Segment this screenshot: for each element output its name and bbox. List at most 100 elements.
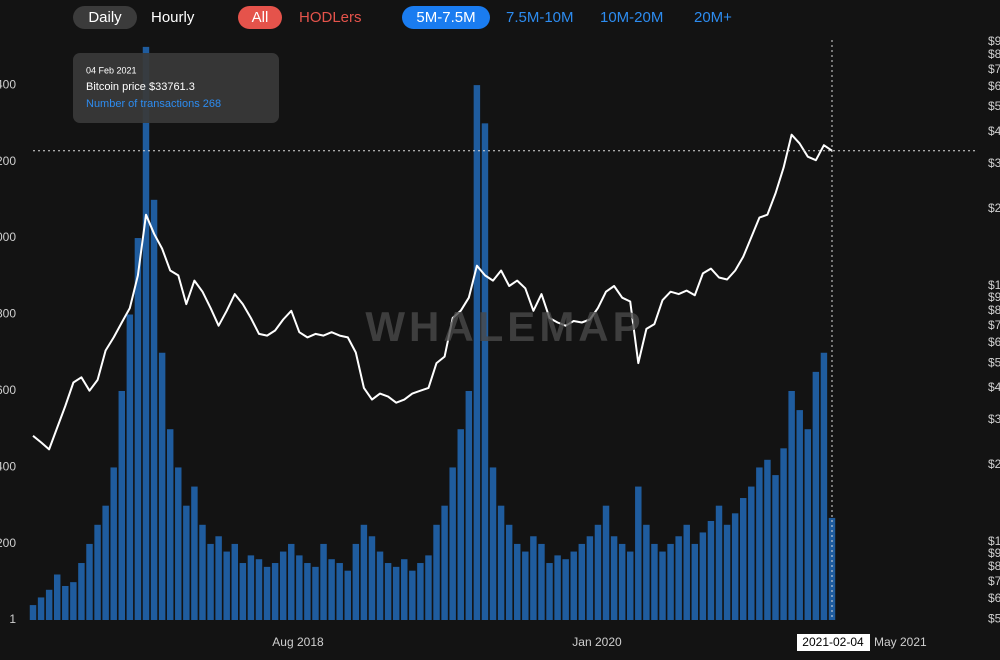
bar bbox=[586, 536, 594, 620]
bar bbox=[627, 551, 634, 620]
bar bbox=[425, 555, 432, 620]
bar bbox=[570, 551, 577, 620]
bar bbox=[538, 543, 545, 620]
size-label[interactable]: 5M-7.5M bbox=[416, 9, 475, 26]
bar bbox=[296, 555, 303, 620]
bar bbox=[618, 543, 626, 620]
y2-tick-label: $7 bbox=[988, 574, 1000, 588]
bar bbox=[53, 574, 61, 620]
bar bbox=[191, 486, 198, 620]
bar bbox=[707, 520, 715, 620]
all-label[interactable]: All bbox=[252, 9, 269, 26]
bar bbox=[602, 505, 610, 620]
y2-tick-label: $8 bbox=[988, 47, 1000, 61]
size-label[interactable]: 20M+ bbox=[694, 9, 732, 26]
bar bbox=[215, 536, 222, 620]
bar bbox=[473, 85, 481, 620]
bar bbox=[239, 563, 247, 620]
bar bbox=[360, 524, 368, 620]
bar bbox=[368, 536, 376, 620]
size-label[interactable]: 7.5M-10M bbox=[506, 9, 574, 26]
bar bbox=[263, 566, 271, 620]
y-tick-label: 200 bbox=[0, 154, 16, 168]
x-tick-label: Jan 2020 bbox=[572, 635, 622, 649]
y2-tick-label: $1 bbox=[988, 278, 1000, 292]
bar bbox=[37, 597, 45, 620]
y2-tick-label: $5 bbox=[988, 99, 1000, 113]
bar bbox=[223, 551, 230, 620]
y-tick-label: 1 bbox=[9, 612, 16, 626]
tooltip-box bbox=[73, 53, 279, 123]
plot: 1200400600800000200400$5$6$7$8$9$1$2$3$4… bbox=[0, 34, 1000, 626]
y2-tick-label: $7 bbox=[988, 62, 1000, 76]
bar bbox=[739, 498, 747, 620]
bar bbox=[748, 486, 755, 620]
y2-tick-label: $2 bbox=[988, 457, 1000, 471]
y2-tick-label: $4 bbox=[988, 380, 1000, 394]
hourly-label[interactable]: Hourly bbox=[151, 9, 195, 26]
bar bbox=[328, 559, 335, 620]
bar bbox=[142, 46, 150, 620]
bar bbox=[497, 505, 505, 620]
daily-label[interactable]: Daily bbox=[88, 9, 122, 26]
bar bbox=[796, 410, 803, 620]
y2-tick-label: $3 bbox=[988, 156, 1000, 170]
bar bbox=[651, 543, 658, 620]
bar bbox=[433, 524, 440, 620]
bar bbox=[530, 536, 537, 620]
bar bbox=[699, 532, 707, 620]
y-tick-label: 000 bbox=[0, 230, 16, 244]
size-label[interactable]: 10M-20M bbox=[600, 9, 663, 26]
bar bbox=[562, 559, 569, 620]
y2-tick-label: $9 bbox=[988, 290, 1000, 304]
daily-button[interactable] bbox=[73, 6, 137, 29]
bar bbox=[578, 543, 586, 620]
bar bbox=[715, 505, 723, 620]
bar bbox=[199, 524, 206, 620]
x-tick-label: Aug 2018 bbox=[272, 635, 324, 649]
bar bbox=[288, 543, 295, 620]
bar bbox=[522, 551, 529, 620]
tooltip-date: 04 Feb 2021 bbox=[86, 65, 137, 75]
bar bbox=[635, 486, 642, 620]
y2-tick-label: $5 bbox=[988, 611, 1000, 625]
bar bbox=[659, 551, 666, 620]
tooltip-price: Bitcoin price $33761.3 bbox=[86, 81, 195, 93]
bar bbox=[384, 563, 392, 620]
y2-tick-label: $4 bbox=[988, 124, 1000, 138]
bar bbox=[134, 238, 142, 621]
y2-tick-label: $8 bbox=[988, 303, 1000, 317]
size-button[interactable] bbox=[402, 6, 490, 29]
x-tick-label: May 2021 bbox=[874, 635, 927, 649]
bar bbox=[304, 563, 311, 620]
bar bbox=[183, 505, 190, 620]
crosshair-label: 2021-02-04 bbox=[802, 635, 864, 649]
bar bbox=[231, 543, 238, 620]
tooltip: 04 Feb 2021 Bitcoin price $33761.3 Numbe… bbox=[73, 53, 279, 123]
bar bbox=[675, 536, 682, 620]
bar bbox=[731, 513, 739, 620]
bar bbox=[110, 467, 117, 620]
bar bbox=[780, 448, 787, 620]
bar bbox=[820, 352, 828, 620]
y2-tick-label: $3 bbox=[988, 412, 1000, 426]
tooltip-transactions: Number of transactions 268 bbox=[86, 98, 221, 110]
bar bbox=[828, 517, 836, 620]
y-tick-label: 800 bbox=[0, 307, 16, 321]
bar bbox=[247, 555, 255, 620]
bar bbox=[594, 524, 602, 620]
bar bbox=[643, 524, 650, 620]
bar bbox=[723, 524, 731, 620]
bar bbox=[764, 459, 771, 620]
hodlers-label[interactable]: HODLers bbox=[299, 9, 362, 26]
bar bbox=[102, 505, 109, 620]
bar bbox=[166, 429, 174, 620]
all-button[interactable] bbox=[238, 6, 282, 29]
y2-tick-label: $6 bbox=[988, 79, 1000, 93]
y-tick-label: 600 bbox=[0, 383, 16, 397]
bar bbox=[465, 390, 473, 620]
bar bbox=[150, 199, 158, 620]
bar bbox=[514, 543, 521, 620]
bar bbox=[376, 551, 384, 620]
y-tick-label: 400 bbox=[0, 460, 16, 474]
